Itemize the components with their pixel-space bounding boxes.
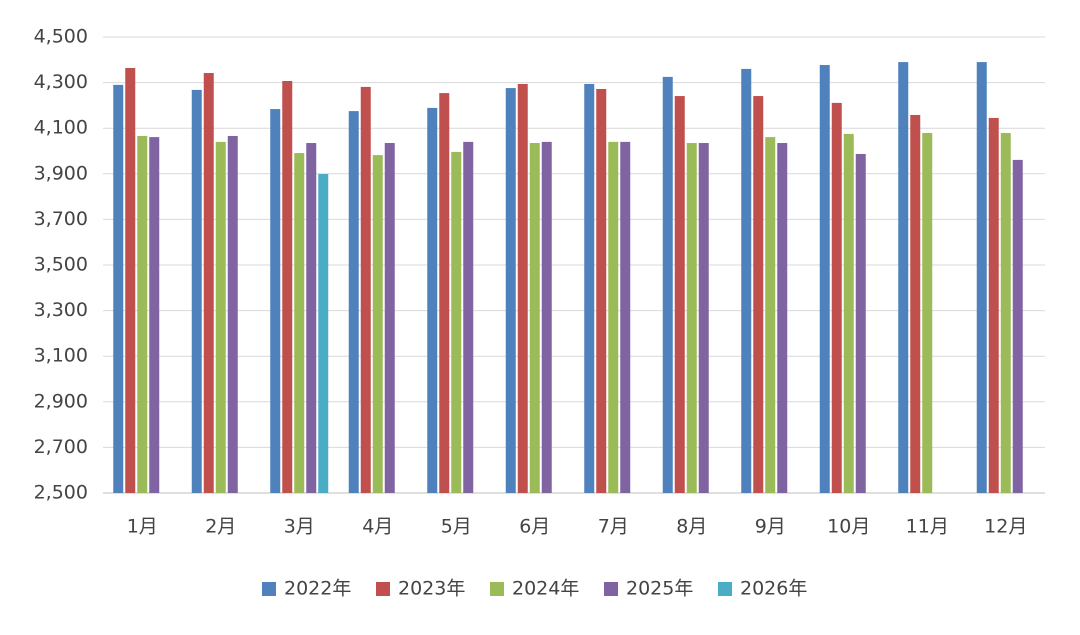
legend-swatch bbox=[604, 582, 618, 596]
bar bbox=[463, 141, 474, 493]
bar bbox=[922, 132, 933, 493]
bar bbox=[620, 141, 631, 493]
x-tick-label: 1月 bbox=[127, 516, 158, 538]
bar bbox=[294, 153, 305, 493]
bar bbox=[1000, 132, 1011, 493]
y-tick-label: 4,300 bbox=[34, 71, 88, 93]
bar bbox=[698, 143, 709, 493]
y-tick-label: 3,900 bbox=[34, 162, 88, 184]
bar bbox=[765, 137, 776, 494]
bar bbox=[910, 114, 921, 493]
y-tick-label: 3,300 bbox=[34, 299, 88, 321]
bar bbox=[270, 109, 281, 493]
x-tick-label: 4月 bbox=[362, 516, 393, 538]
bar bbox=[517, 83, 528, 493]
bar bbox=[753, 96, 764, 493]
legend-swatch bbox=[262, 582, 276, 596]
bar bbox=[674, 96, 685, 493]
bar bbox=[976, 62, 987, 493]
x-tick-label: 8月 bbox=[676, 516, 707, 538]
bar bbox=[149, 137, 160, 494]
x-tick-label: 12月 bbox=[984, 516, 1027, 538]
legend-label: 2022年 bbox=[284, 578, 351, 600]
bar bbox=[1012, 159, 1023, 493]
y-tick-label: 2,500 bbox=[34, 482, 88, 504]
bar bbox=[227, 135, 238, 493]
bar bbox=[608, 141, 619, 493]
x-tick-label: 3月 bbox=[284, 516, 315, 538]
legend-label: 2025年 bbox=[626, 578, 693, 600]
x-tick-label: 6月 bbox=[519, 516, 550, 538]
y-tick-label: 3,500 bbox=[34, 254, 88, 276]
legend-label: 2026年 bbox=[740, 578, 807, 600]
bar bbox=[988, 117, 999, 493]
x-tick-label: 9月 bbox=[755, 516, 786, 538]
bar bbox=[215, 141, 226, 493]
bar bbox=[584, 83, 595, 493]
y-tick-label: 2,900 bbox=[34, 390, 88, 412]
legend-swatch bbox=[376, 582, 390, 596]
x-tick-label: 10月 bbox=[827, 516, 870, 538]
x-tick-label: 5月 bbox=[441, 516, 472, 538]
bar bbox=[819, 65, 830, 493]
bar bbox=[191, 89, 202, 494]
bar bbox=[137, 135, 148, 493]
bar bbox=[831, 102, 842, 493]
legend-label: 2024年 bbox=[512, 578, 579, 600]
bar bbox=[843, 133, 854, 493]
bar bbox=[451, 151, 462, 494]
bar bbox=[318, 174, 329, 493]
y-tick-label: 2,700 bbox=[34, 436, 88, 458]
legend-label: 2023年 bbox=[398, 578, 465, 600]
legend-swatch bbox=[490, 582, 504, 596]
bar bbox=[306, 143, 317, 493]
bar bbox=[348, 111, 359, 493]
y-tick-label: 4,100 bbox=[34, 117, 88, 139]
bar bbox=[282, 81, 293, 493]
x-tick-label: 11月 bbox=[906, 516, 949, 538]
bar bbox=[596, 88, 607, 493]
bar bbox=[541, 141, 552, 493]
bar bbox=[529, 143, 540, 493]
bar bbox=[427, 107, 438, 494]
bar bbox=[125, 68, 136, 494]
x-tick-label: 7月 bbox=[598, 516, 629, 538]
y-tick-label: 3,700 bbox=[34, 208, 88, 230]
bar bbox=[439, 93, 450, 493]
y-tick-label: 4,500 bbox=[34, 26, 88, 48]
bar bbox=[360, 86, 371, 493]
bar bbox=[505, 88, 516, 494]
x-tick-label: 2月 bbox=[205, 516, 236, 538]
bar bbox=[662, 76, 673, 494]
bar bbox=[203, 73, 214, 494]
legend-swatch bbox=[718, 582, 732, 596]
bar bbox=[686, 143, 697, 493]
bar bbox=[741, 68, 752, 494]
bar bbox=[372, 155, 383, 493]
bar bbox=[898, 62, 909, 493]
bar bbox=[113, 84, 124, 493]
bar bbox=[777, 143, 788, 493]
bar bbox=[384, 143, 395, 493]
y-tick-label: 3,100 bbox=[34, 345, 88, 367]
bar bbox=[855, 153, 866, 494]
